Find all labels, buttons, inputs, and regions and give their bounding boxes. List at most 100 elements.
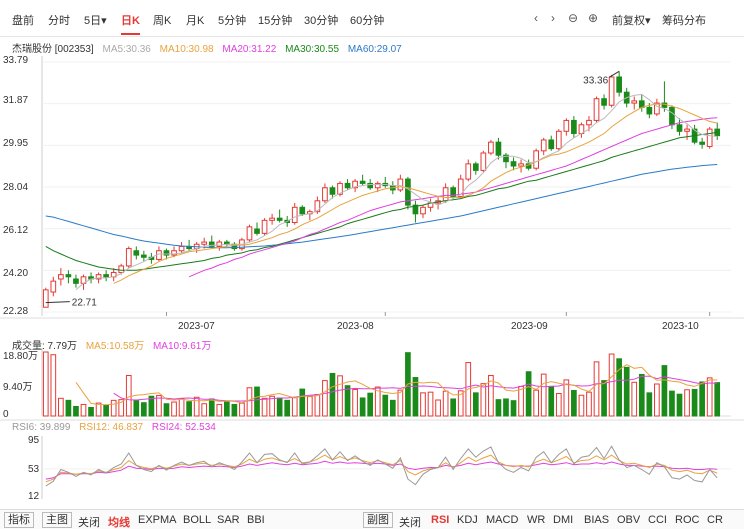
btab-close-sub[interactable]: 关闭 [399, 517, 421, 529]
volume-tick-1: 9.40万 [3, 382, 33, 393]
candle-body [50, 280, 57, 293]
btab-sar[interactable]: SAR [217, 514, 240, 526]
volume-bar [80, 403, 87, 417]
candle-body [133, 250, 140, 256]
volume-bar [95, 402, 102, 417]
low-price-label: 22.71 [72, 298, 97, 309]
volume-legend: 成交量: 7.79万 MA5:10.58万 MA10:9.61万 [12, 337, 217, 352]
legend-ma30: MA30:30.55 [285, 44, 340, 55]
candle-body [178, 245, 185, 252]
tab-5day[interactable]: 5日▾ [84, 15, 107, 27]
volume-bar [586, 391, 592, 417]
candle-body [314, 200, 321, 213]
volume-ma5-line [75, 364, 718, 406]
restore-right-dropdown[interactable]: 前复权▾ [612, 15, 651, 27]
tab-intraday[interactable]: 分时 [48, 15, 70, 27]
volume-legend-ma5: MA5:10.58万 [85, 341, 145, 352]
candle-body [503, 154, 509, 163]
btab-obv[interactable]: OBV [617, 514, 641, 526]
high-marker-line [608, 70, 620, 78]
tab-5min[interactable]: 5分钟 [218, 15, 247, 27]
candle-body [269, 217, 275, 221]
candle-body [352, 180, 358, 189]
volume-bar [291, 396, 298, 417]
btab-roc[interactable]: ROC [675, 514, 700, 526]
btab-boll[interactable]: BOLL [183, 514, 212, 526]
price-tick-3: 28.04 [3, 182, 29, 193]
date-tick-3: 2023-10 [662, 321, 699, 332]
btab-sub-chart[interactable]: 副图 [363, 512, 393, 528]
rsi-tick-0: 95 [28, 435, 40, 446]
ma20-line [188, 117, 718, 278]
volume-bar [533, 389, 539, 417]
ma10-line [113, 103, 718, 284]
tab-15min[interactable]: 15分钟 [258, 15, 293, 27]
candle-body [397, 178, 404, 191]
candle-body [555, 130, 562, 150]
btab-ma[interactable]: 均线 [108, 517, 130, 529]
ma60-line [45, 164, 718, 249]
candle-body [601, 98, 607, 106]
candle-body [208, 241, 215, 247]
tab-monthly-k[interactable]: 月K [186, 15, 205, 27]
candle-body [495, 141, 502, 156]
price-legend: 杰瑞股份 [002353] MA5:30.36 MA10:30.98 MA20:… [12, 40, 408, 55]
candle-body [586, 119, 592, 126]
btab-indicator[interactable]: 指标 [4, 512, 34, 528]
btab-main-chart[interactable]: 主图 [42, 512, 72, 528]
volume-bar [208, 398, 215, 417]
volume-bar [661, 365, 668, 417]
volume-bar [314, 394, 321, 417]
candle-body [593, 98, 600, 121]
chevron-left-icon[interactable]: ‹ [534, 11, 538, 25]
btab-bbi[interactable]: BBI [247, 514, 265, 526]
volume-ma10-line [113, 375, 718, 402]
volume-bar [239, 402, 245, 417]
btab-dmi[interactable]: DMI [553, 514, 574, 526]
candle-body [216, 241, 223, 247]
btab-kdj[interactable]: KDJ [457, 514, 478, 526]
stock-chart[interactable]: 33.36 22.71 [0, 0, 744, 509]
tab-daily-k[interactable]: 日K [121, 12, 140, 35]
zoom-in-icon[interactable]: ⊕ [588, 11, 599, 25]
volume-bar [510, 400, 517, 417]
volume-bar [254, 386, 260, 417]
rsi12-label: RSI12: 46.837 [79, 422, 144, 433]
candle-body [684, 128, 690, 132]
chevron-right-icon[interactable]: › [551, 11, 555, 25]
candle-body [367, 182, 374, 189]
volume-bar [42, 351, 49, 417]
tab-weekly-k[interactable]: 周K [153, 15, 172, 27]
volume-bar [299, 388, 306, 417]
candle-body [676, 124, 683, 132]
volume-bar [344, 385, 351, 417]
candle-body [322, 187, 328, 202]
btab-wr[interactable]: WR [527, 514, 546, 526]
candle-body [646, 106, 653, 115]
volume-tick-2: 0 [3, 409, 9, 420]
candle-body [480, 152, 487, 171]
btab-rsi[interactable]: RSI [431, 514, 450, 526]
volume-bar [148, 395, 155, 417]
zoom-out-icon[interactable]: ⊖ [568, 11, 579, 25]
volume-bar [578, 394, 585, 417]
tab-premarket[interactable]: 盘前 [12, 15, 34, 27]
btab-expma[interactable]: EXPMA [138, 514, 177, 526]
legend-ma10: MA10:30.98 [159, 44, 214, 55]
volume-bar [389, 399, 396, 417]
volume-bar [450, 398, 457, 417]
volume-bar [676, 393, 683, 417]
btab-close-main[interactable]: 关闭 [78, 517, 100, 529]
btab-macd[interactable]: MACD [486, 514, 519, 526]
btab-cr[interactable]: CR [707, 514, 723, 526]
candle-body [276, 217, 283, 221]
ma5-line [75, 93, 718, 291]
tab-30min[interactable]: 30分钟 [304, 15, 339, 27]
btab-cci[interactable]: CCI [648, 514, 667, 526]
tab-60min[interactable]: 60分钟 [350, 15, 385, 27]
btab-bias[interactable]: BIAS [584, 514, 610, 526]
chip-distribution-button[interactable]: 筹码分布 [662, 15, 706, 27]
volume-bar [397, 389, 404, 417]
volume-bar [382, 394, 389, 417]
volume-bar [58, 397, 64, 417]
